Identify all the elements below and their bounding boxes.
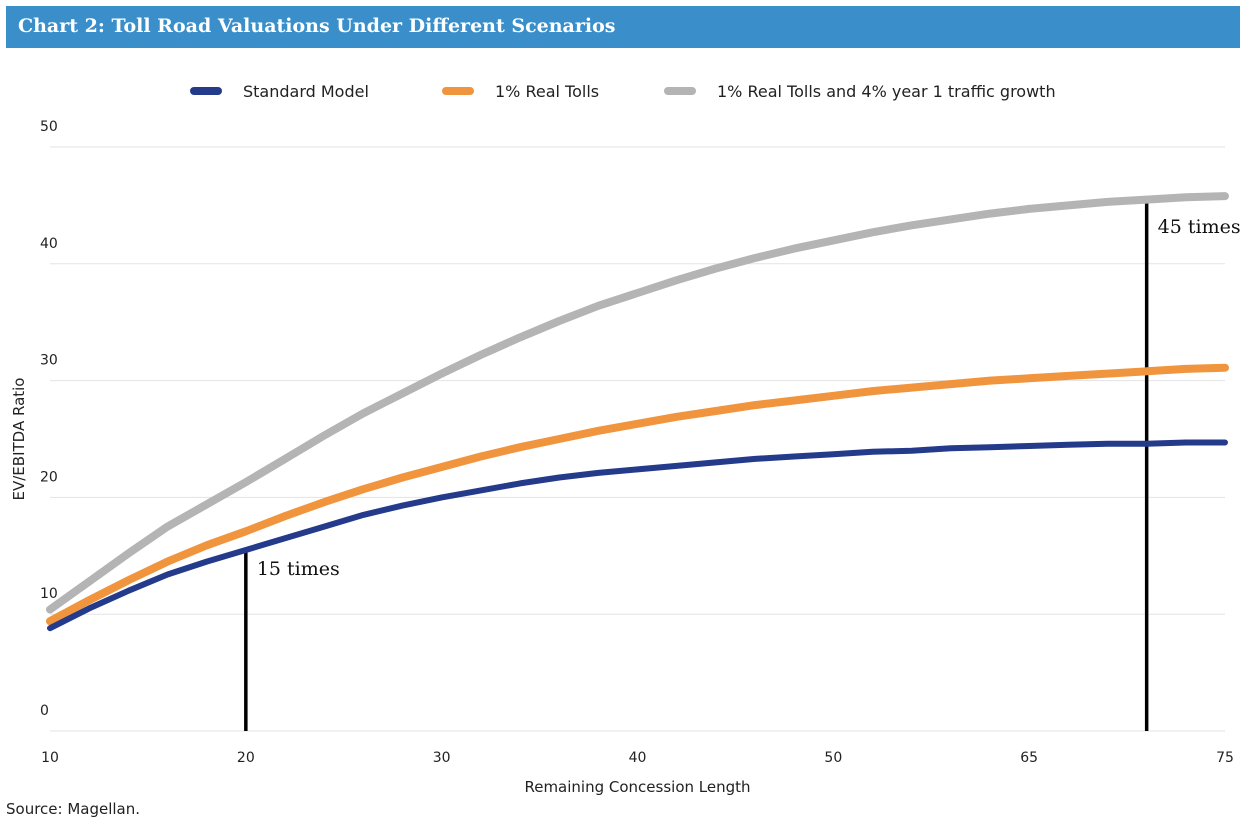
x-axis-label: Remaining Concession Length [524,778,750,796]
y-tick-label: 30 [40,353,58,369]
legend-label: 1% Real Tolls and 4% year 1 traffic grow… [717,82,1056,101]
x-tick-label: 10 [41,750,59,766]
series-line-1 [46,363,1229,626]
series-line-0 [47,439,1228,632]
x-tick-label: 75 [1216,750,1234,766]
x-tick-label: 65 [1020,750,1038,766]
y-tick-label: 0 [40,703,49,719]
source-note: Source: Magellan. [6,800,141,818]
x-tick-label: 40 [629,750,647,766]
annotation-label: 15 times [257,558,340,580]
legend-label: Standard Model [243,82,369,101]
x-tick-label: 20 [237,750,255,766]
y-axis-label: EV/EBITDA Ratio [10,378,28,501]
y-tick-label: 20 [40,469,58,485]
title-bar: Chart 2: Toll Road Valuations Under Diff… [6,6,1240,48]
series-line-2 [46,192,1229,614]
annotation-label: 45 times [1158,216,1241,238]
x-tick-label: 30 [433,750,451,766]
y-tick-label: 50 [40,119,58,135]
legend-label: 1% Real Tolls [495,82,599,101]
chart-title: Chart 2: Toll Road Valuations Under Diff… [18,15,616,37]
y-tick-label: 10 [40,586,58,602]
y-tick-label: 40 [40,236,58,252]
x-tick-label: 50 [824,750,842,766]
